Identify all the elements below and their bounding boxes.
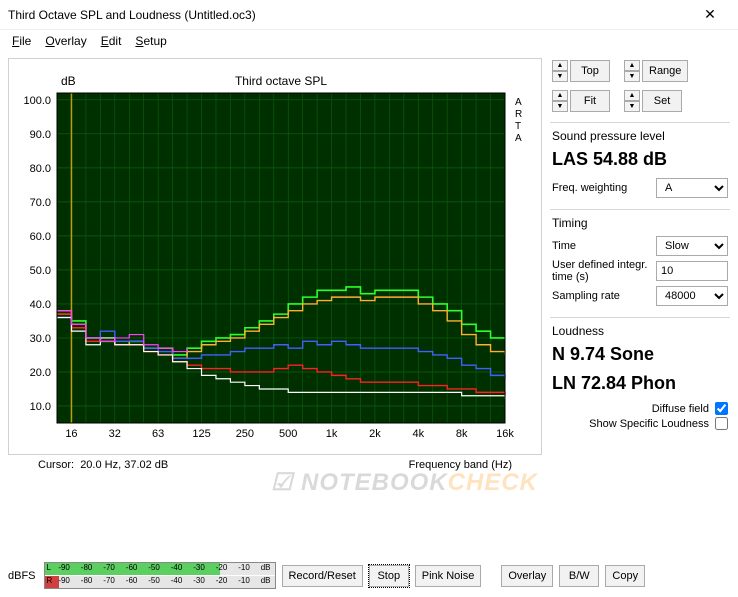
rate-label: Sampling rate	[552, 290, 650, 302]
loudness-title: Loudness	[552, 324, 728, 338]
fit-button[interactable]: Fit	[570, 90, 610, 112]
y-range-down[interactable]: ▼	[624, 71, 640, 82]
cursor-label: Cursor:	[38, 459, 74, 471]
svg-text:T: T	[515, 121, 521, 132]
meter-left: L-90-80-70-60-50-40-30-20-10dB	[45, 563, 275, 575]
svg-text:20.0: 20.0	[30, 367, 51, 379]
svg-text:500: 500	[279, 428, 297, 440]
svg-text:80.0: 80.0	[30, 163, 51, 175]
svg-text:50.0: 50.0	[30, 265, 51, 277]
svg-text:A: A	[515, 133, 522, 144]
sone-reading: N 9.74 Sone	[552, 344, 728, 365]
y-top-up[interactable]: ▲	[552, 60, 568, 71]
pink-noise-button[interactable]: Pink Noise	[415, 565, 482, 587]
menu-overlay[interactable]: Overlay	[39, 32, 92, 50]
svg-text:dB: dB	[61, 74, 76, 88]
record-button[interactable]: Record/Reset	[282, 565, 363, 587]
window-title: Third Octave SPL and Loudness (Untitled.…	[8, 8, 690, 22]
menu-setup[interactable]: Setup	[129, 32, 172, 50]
set-button[interactable]: Set	[642, 90, 682, 112]
svg-text:63: 63	[152, 428, 164, 440]
timing-title: Timing	[552, 216, 728, 230]
bw-button[interactable]: B/W	[559, 565, 599, 587]
svg-text:4k: 4k	[412, 428, 424, 440]
svg-text:32: 32	[109, 428, 121, 440]
meter-right: R-90-80-70-60-50-40-30-20-10dB	[45, 576, 275, 588]
diffuse-label: Diffuse field	[652, 403, 709, 415]
menu-edit[interactable]: Edit	[95, 32, 128, 50]
y-fit-down[interactable]: ▼	[552, 101, 568, 112]
svg-text:125: 125	[192, 428, 210, 440]
svg-text:10.0: 10.0	[30, 401, 51, 413]
copy-button[interactable]: Copy	[605, 565, 645, 587]
diffuse-checkbox[interactable]	[715, 402, 728, 415]
svg-text:1k: 1k	[326, 428, 338, 440]
svg-text:16: 16	[65, 428, 77, 440]
y-top-down[interactable]: ▼	[552, 71, 568, 82]
spl-chart: 10.0 20.0 30.0 40.0 50.0 60.0 70.0 80.0 90.0 100.…	[15, 65, 525, 445]
overlay-button[interactable]: Overlay	[501, 565, 553, 587]
spl-title: Sound pressure level	[552, 129, 728, 143]
menu-file[interactable]: File	[6, 32, 37, 50]
svg-text:60.0: 60.0	[30, 231, 51, 243]
svg-text:R: R	[515, 109, 522, 120]
spl-reading: LAS 54.88 dB	[552, 149, 728, 170]
close-icon[interactable]: ✕	[690, 6, 730, 23]
cursor-value: 20.0 Hz, 37.02 dB	[80, 459, 168, 471]
xaxis-label: Frequency band (Hz)	[409, 459, 512, 471]
phon-reading: LN 72.84 Phon	[552, 373, 728, 394]
svg-text:70.0: 70.0	[30, 197, 51, 209]
rate-select[interactable]: 48000	[656, 286, 728, 306]
stop-button[interactable]: Stop	[369, 565, 409, 587]
chart-container: 10.0 20.0 30.0 40.0 50.0 60.0 70.0 80.0 90.0 100.…	[8, 58, 542, 455]
svg-text:A: A	[515, 97, 522, 108]
y-set-down[interactable]: ▼	[624, 101, 640, 112]
y-range-up[interactable]: ▲	[624, 60, 640, 71]
svg-text:Third octave SPL: Third octave SPL	[235, 74, 327, 88]
freq-weight-label: Freq. weighting	[552, 182, 650, 194]
svg-text:40.0: 40.0	[30, 299, 51, 311]
dbfs-label: dBFS	[8, 570, 38, 582]
level-meter: L-90-80-70-60-50-40-30-20-10dB R-90-80-7…	[44, 562, 276, 589]
specific-label: Show Specific Loudness	[589, 418, 709, 430]
svg-text:30.0: 30.0	[30, 333, 51, 345]
menubar: File Overlay Edit Setup	[0, 30, 738, 52]
svg-text:250: 250	[236, 428, 254, 440]
y-set-up[interactable]: ▲	[624, 90, 640, 101]
svg-text:2k: 2k	[369, 428, 381, 440]
svg-text:100.0: 100.0	[23, 95, 51, 107]
time-select[interactable]: Slow	[656, 236, 728, 256]
freq-weight-select[interactable]: A	[656, 178, 728, 198]
specific-checkbox[interactable]	[715, 417, 728, 430]
svg-text:16k: 16k	[496, 428, 514, 440]
integ-input[interactable]	[656, 261, 728, 281]
time-label: Time	[552, 240, 650, 252]
top-button[interactable]: Top	[570, 60, 610, 82]
svg-text:8k: 8k	[456, 428, 468, 440]
y-fit-up[interactable]: ▲	[552, 90, 568, 101]
integ-label: User defined integr. time (s)	[552, 259, 650, 283]
range-button[interactable]: Range	[642, 60, 688, 82]
svg-text:90.0: 90.0	[30, 129, 51, 141]
